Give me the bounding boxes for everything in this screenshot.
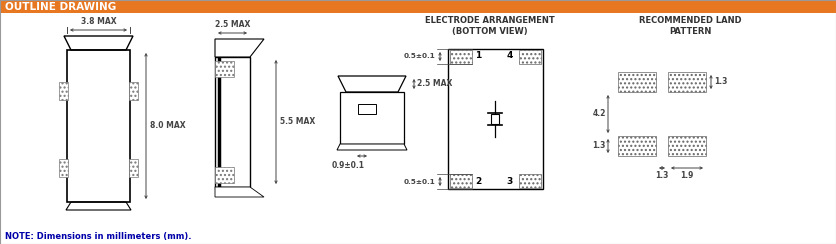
Text: 1.3: 1.3 <box>714 78 727 87</box>
Polygon shape <box>215 187 264 197</box>
Bar <box>618 72 656 92</box>
Text: 8.0 MAX: 8.0 MAX <box>150 122 186 131</box>
Text: 0.5±0.1: 0.5±0.1 <box>403 53 435 60</box>
Bar <box>59 82 68 100</box>
Polygon shape <box>215 39 264 57</box>
Bar <box>448 49 543 189</box>
Text: 4.2: 4.2 <box>593 110 606 119</box>
Bar <box>491 114 499 124</box>
Text: 3.8 MAX: 3.8 MAX <box>81 17 116 26</box>
Text: 1: 1 <box>475 51 482 61</box>
Bar <box>129 159 138 177</box>
Text: 2.5 MAX: 2.5 MAX <box>417 80 452 89</box>
Text: 2.5 MAX: 2.5 MAX <box>215 20 250 29</box>
Text: OUTLINE DRAWING: OUTLINE DRAWING <box>5 2 116 12</box>
Bar <box>358 104 376 114</box>
Bar <box>340 92 404 144</box>
Bar <box>450 50 472 64</box>
Polygon shape <box>64 36 133 50</box>
Polygon shape <box>66 202 131 210</box>
Polygon shape <box>337 144 407 150</box>
Text: 1.9: 1.9 <box>681 171 694 180</box>
Text: 0.9±0.1: 0.9±0.1 <box>332 161 364 170</box>
Bar <box>618 136 656 156</box>
Polygon shape <box>338 76 406 92</box>
Text: 5.5 MAX: 5.5 MAX <box>280 118 315 126</box>
Bar <box>59 159 68 177</box>
Text: 1.3: 1.3 <box>593 142 606 151</box>
Bar <box>519 50 541 64</box>
Bar <box>215 61 234 77</box>
Bar <box>519 174 541 188</box>
Text: RECOMMENDED LAND
PATTERN: RECOMMENDED LAND PATTERN <box>639 16 742 36</box>
Bar <box>67 50 130 202</box>
Bar <box>668 72 706 92</box>
Bar <box>215 57 250 187</box>
Text: 1.3: 1.3 <box>655 171 669 180</box>
Bar <box>0 0 836 13</box>
Bar <box>668 136 706 156</box>
Text: NOTE: Dimensions in millimeters (mm).: NOTE: Dimensions in millimeters (mm). <box>5 232 191 241</box>
Text: ELECTRODE ARRANGEMENT
(BOTTOM VIEW): ELECTRODE ARRANGEMENT (BOTTOM VIEW) <box>426 16 555 36</box>
Text: 0.5±0.1: 0.5±0.1 <box>403 179 435 184</box>
Text: 2: 2 <box>475 176 482 185</box>
Bar <box>129 82 138 100</box>
Bar <box>450 174 472 188</box>
Text: 4: 4 <box>507 51 513 61</box>
Bar <box>215 167 234 183</box>
Text: 3: 3 <box>507 176 513 185</box>
